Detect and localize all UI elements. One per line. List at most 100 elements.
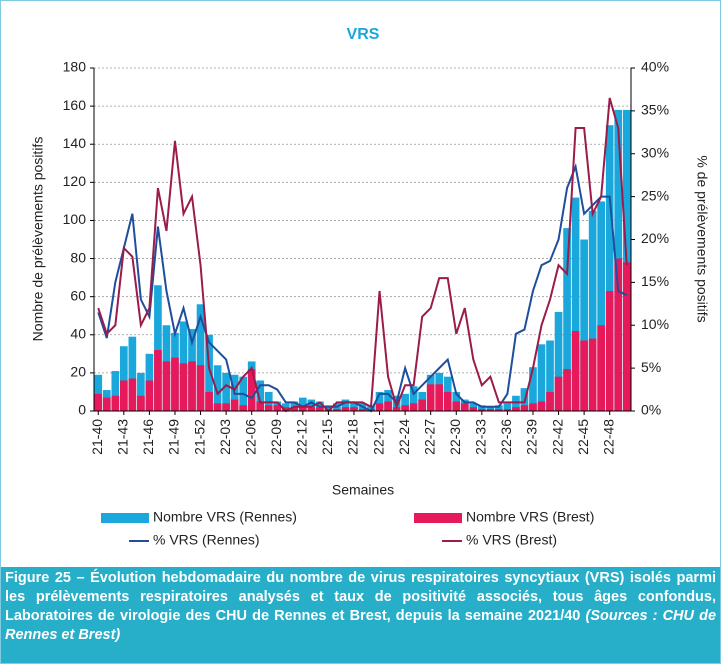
y-tick-label: 20	[70, 364, 86, 380]
bar	[435, 384, 444, 411]
bar	[580, 340, 588, 411]
x-tick-label: 21-52	[191, 419, 207, 455]
bar	[546, 340, 554, 411]
bar	[409, 403, 418, 411]
y2-tick-label: 0%	[641, 402, 661, 418]
bar	[137, 372, 145, 411]
bar	[563, 369, 571, 411]
y2-tick-label: 10%	[641, 316, 669, 332]
chart: VRS Semaines Nombre de prélèvements posi…	[30, 26, 711, 548]
bar	[588, 338, 597, 411]
bar	[128, 336, 137, 411]
x-tick-label: 22-12	[294, 419, 310, 455]
bar	[375, 391, 384, 411]
y-tick-label: 140	[63, 135, 87, 151]
y-tick-label: 60	[70, 287, 86, 303]
y-tick-label: 160	[63, 97, 87, 113]
bar	[460, 403, 469, 411]
bar	[179, 363, 188, 411]
bar	[111, 370, 120, 411]
bar	[273, 405, 282, 411]
x-tick-label: 21-43	[115, 419, 131, 455]
bar	[137, 395, 145, 411]
x-tick-label: 22-36	[498, 419, 514, 455]
bar	[145, 380, 154, 411]
y2-tick-label: 35%	[641, 102, 669, 118]
bar	[213, 403, 222, 411]
bar	[154, 285, 162, 411]
bar	[529, 367, 537, 411]
bar	[350, 401, 358, 411]
bar	[426, 384, 435, 411]
bar	[230, 399, 239, 411]
bar	[384, 401, 392, 411]
y-tick-label: 100	[63, 211, 87, 227]
x-tick-label: 21-46	[140, 419, 156, 455]
bar	[605, 290, 614, 411]
bar	[469, 407, 478, 411]
bar	[597, 201, 606, 411]
x-tick-label: 22-48	[600, 419, 616, 455]
y-tick-label: 180	[63, 59, 87, 75]
bar	[546, 391, 554, 411]
x-tick-label: 22-18	[345, 419, 361, 455]
bar	[196, 304, 205, 411]
bar	[196, 365, 205, 411]
bar	[307, 399, 316, 411]
bar	[94, 374, 103, 411]
bar	[418, 399, 427, 411]
bar	[375, 403, 384, 411]
y2-tick-label: 15%	[641, 273, 669, 289]
chart-title: VRS	[347, 26, 380, 43]
bar	[597, 325, 606, 411]
y2-tick-label: 20%	[641, 230, 669, 246]
line	[97, 162, 628, 413]
bar	[588, 210, 597, 411]
bar	[571, 330, 580, 411]
bar	[503, 403, 512, 411]
bar	[213, 365, 222, 411]
y2-tick-label: 40%	[641, 59, 669, 75]
x-tick-label: 22-42	[549, 419, 565, 455]
x-tick-label: 22-33	[473, 419, 489, 455]
bar	[102, 397, 111, 411]
x-tick-label: 22-09	[268, 419, 284, 455]
x-tick-label: 22-03	[217, 419, 233, 455]
bar	[162, 361, 171, 411]
x-tick-label: 22-21	[370, 419, 386, 455]
y2-tick-label: 25%	[641, 187, 669, 203]
bar	[205, 391, 213, 411]
bar	[111, 395, 120, 411]
bar	[503, 409, 512, 411]
bar	[495, 405, 503, 411]
legend-label: % VRS (Rennes)	[153, 532, 260, 548]
x-tick-label: 22-24	[396, 419, 412, 455]
bar	[324, 405, 333, 411]
bar	[409, 386, 418, 411]
line	[97, 97, 628, 413]
y-tick-label: 80	[70, 249, 86, 265]
caption: Figure 25 – Évolution hebdomadaire du no…	[1, 567, 720, 663]
caption-text: Figure 25 – Évolution hebdomadaire du no…	[5, 570, 716, 624]
x-tick-label: 21-40	[89, 419, 105, 455]
bar	[188, 361, 196, 411]
x-tick-label: 21-49	[166, 419, 182, 455]
bar	[614, 258, 623, 411]
bar	[264, 405, 273, 411]
bar	[119, 380, 128, 411]
bar	[367, 405, 375, 411]
bar	[401, 405, 409, 411]
bar	[350, 407, 358, 411]
bar	[333, 409, 341, 411]
bar	[443, 391, 452, 411]
bar	[94, 393, 103, 411]
bar	[256, 380, 265, 411]
y2-axis-label: % de prélèvements positifs	[694, 155, 710, 322]
bar	[341, 399, 350, 411]
y2-tick-label: 30%	[641, 144, 669, 160]
bar	[495, 409, 503, 411]
bar	[477, 409, 486, 411]
legend-swatch	[414, 513, 462, 523]
bar	[341, 407, 350, 411]
